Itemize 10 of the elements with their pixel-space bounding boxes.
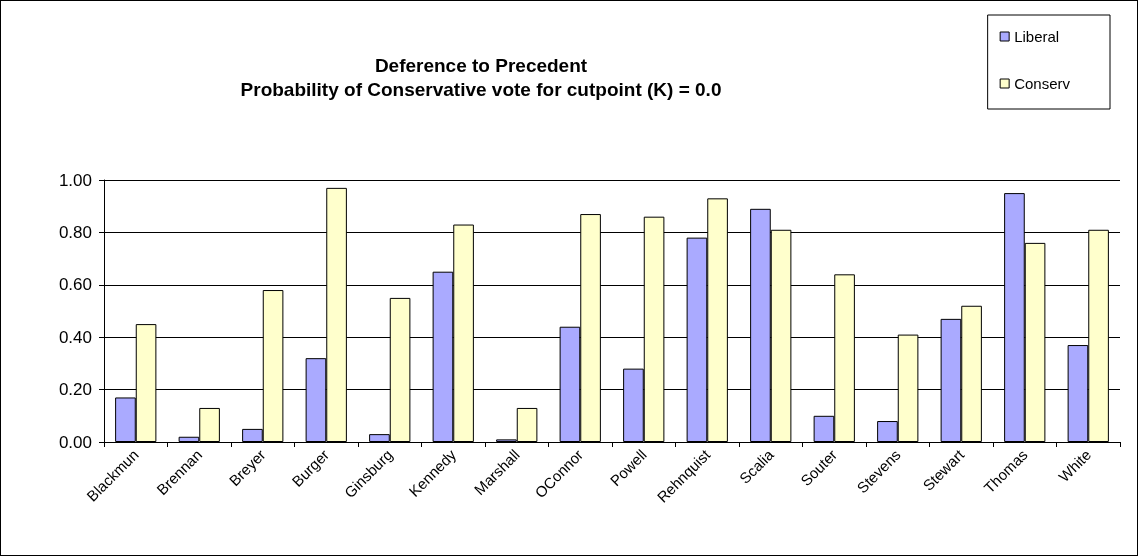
legend-label: Liberal (1014, 28, 1060, 45)
y-tick-label: 0.60 (58, 275, 92, 295)
legend-label: Conserv (1014, 75, 1071, 92)
y-tick-label: 0.40 (58, 327, 92, 347)
y-tick-label: 1.00 (58, 170, 92, 190)
chart-title: Deference to Precedent (374, 55, 588, 76)
y-tick-label: 0.80 (58, 222, 92, 242)
y-tick-label: 0.20 (58, 380, 92, 400)
y-tick-label: 0.00 (58, 432, 92, 452)
chart-subtitle: Probability of Conservative vote for cutpoint (K) = 0.0 (240, 79, 722, 100)
